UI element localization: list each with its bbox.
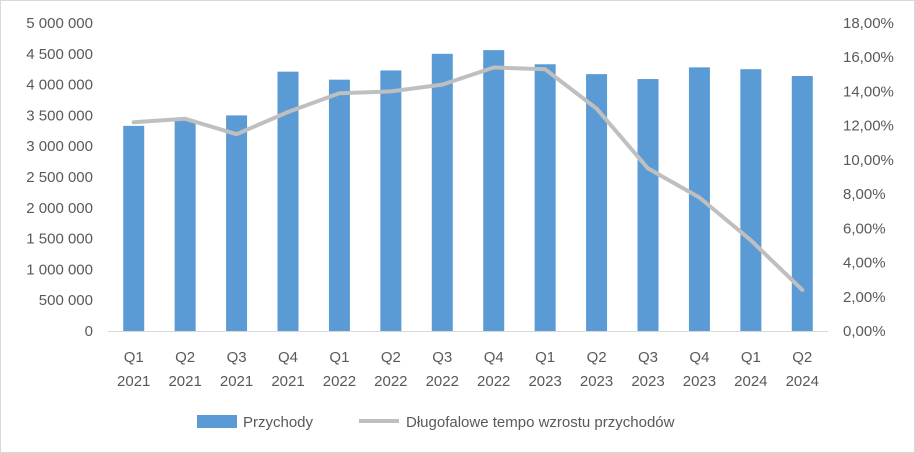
x-tick-label-quarter: Q3 (432, 349, 452, 366)
y-right-tick-label: 14,00% (843, 83, 894, 100)
x-tick-label-year: 2021 (117, 373, 150, 390)
legend-label-revenue: Przychody (243, 414, 314, 431)
y-left-tick-label: 2 000 000 (26, 200, 93, 217)
revenue-bar (791, 75, 813, 331)
legend-label-growth-rate: Długofalowe tempo wzrostu przychodów (406, 414, 675, 431)
x-tick-label-quarter: Q4 (278, 349, 298, 366)
y-left-tick-label: 5 000 000 (26, 15, 93, 32)
x-tick-label-year: 2022 (426, 373, 459, 390)
y-left-tick-label: 1 000 000 (26, 261, 93, 278)
y-left-tick-label: 1 500 000 (26, 231, 93, 248)
y-right-tick-label: 0,00% (843, 323, 886, 340)
x-tick-label-quarter: Q1 (741, 349, 761, 366)
x-tick-label-year: 2021 (168, 373, 201, 390)
x-tick-label-quarter: Q2 (381, 349, 401, 366)
x-tick-label-year: 2024 (734, 373, 767, 390)
revenue-bar (431, 53, 453, 332)
y-right-tick-label: 12,00% (843, 118, 894, 135)
x-tick-label-quarter: Q3 (638, 349, 658, 366)
revenue-bar (637, 79, 659, 331)
x-tick-label-quarter: Q2 (587, 349, 607, 366)
revenue-bar (226, 115, 248, 332)
revenue-bar (380, 70, 402, 331)
y-left-tick-label: 3 000 000 (26, 138, 93, 155)
x-tick-label-year: 2022 (374, 373, 407, 390)
x-tick-label-quarter: Q1 (329, 349, 349, 366)
x-tick-label-quarter: Q1 (535, 349, 555, 366)
revenue-bar (328, 79, 350, 331)
y-right-tick-label: 16,00% (843, 49, 894, 66)
x-tick-label-year: 2023 (631, 373, 664, 390)
x-tick-label-year: 2023 (528, 373, 561, 390)
y-left-tick-label: 4 500 000 (26, 46, 93, 63)
x-tick-label-year: 2023 (580, 373, 613, 390)
revenue-bar (123, 125, 145, 331)
x-tick-label-quarter: Q1 (124, 349, 144, 366)
revenue-bar (277, 71, 299, 331)
x-tick-label-year: 2021 (220, 373, 253, 390)
y-right-tick-label: 18,00% (843, 15, 894, 32)
y-left-tick-label: 4 000 000 (26, 77, 93, 94)
y-right-tick-label: 2,00% (843, 289, 886, 306)
x-tick-label-year: 2022 (477, 373, 510, 390)
revenue-bar (534, 64, 556, 331)
y-left-tick-label: 0 (85, 323, 93, 340)
revenue-bar (483, 50, 505, 331)
x-tick-label-quarter: Q4 (484, 349, 504, 366)
revenue-bar (586, 74, 608, 332)
y-right-tick-label: 4,00% (843, 255, 886, 272)
growth-rate-line (131, 65, 805, 292)
x-tick-label-quarter: Q3 (227, 349, 247, 366)
y-right-tick-label: 8,00% (843, 186, 886, 203)
x-tick-label-year: 2023 (683, 373, 716, 390)
x-tick-label-year: 2021 (271, 373, 304, 390)
x-tick-label-quarter: Q2 (175, 349, 195, 366)
legend-swatch-revenue (197, 415, 237, 428)
y-right-tick-label: 10,00% (843, 152, 894, 169)
revenue-bar (740, 69, 762, 331)
x-tick-label-year: 2022 (323, 373, 356, 390)
x-tick-label-quarter: Q4 (689, 349, 709, 366)
x-tick-label-year: 2024 (786, 373, 819, 390)
y-left-tick-label: 2 500 000 (26, 169, 93, 186)
y-left-tick-label: 3 500 000 (26, 107, 93, 124)
x-tick-label-quarter: Q2 (792, 349, 812, 366)
y-left-tick-label: 500 000 (39, 292, 93, 309)
revenue-bar (174, 119, 196, 331)
y-right-tick-label: 6,00% (843, 220, 886, 237)
